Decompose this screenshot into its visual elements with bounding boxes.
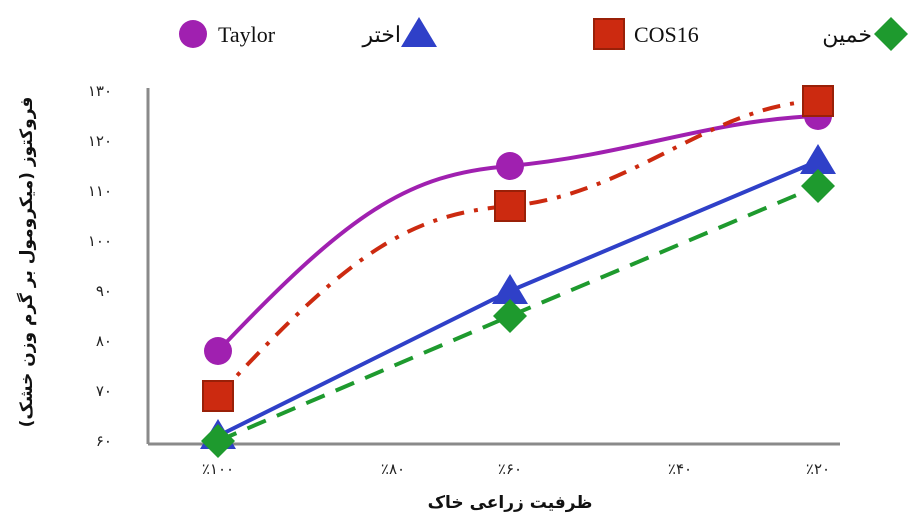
legend-marker: [593, 18, 625, 50]
x-tick-label: ٪۶۰: [498, 460, 522, 478]
legend-marker: [401, 17, 437, 47]
legend: Taylor اختر COS16 خمین: [179, 17, 908, 51]
y-tick-label: ۱۲۰: [88, 132, 112, 150]
x-axis-title: ظرفیت زراعی خاک: [428, 493, 593, 513]
data-point-marker: [802, 85, 834, 117]
y-tick-labels: ۶۰ ۷۰ ۸۰ ۹۰ ۱۰۰ ۱۱۰ ۱۲۰ ۱۳۰: [88, 82, 112, 450]
y-tick-label: ۷۰: [96, 382, 112, 400]
data-point-marker: [202, 380, 234, 412]
legend-label: Taylor: [218, 22, 276, 47]
series-markers: [200, 85, 836, 458]
series-line: [217, 184, 819, 443]
x-tick-label: ٪۴۰: [668, 460, 692, 478]
y-tick-label: ۱۰۰: [88, 232, 112, 250]
y-tick-label: ۸۰: [96, 332, 112, 350]
data-point-marker: [492, 274, 528, 304]
data-point-marker: [493, 299, 527, 333]
data-point-marker: [201, 424, 235, 458]
legend-label: COS16: [634, 22, 699, 47]
series-line: [216, 99, 819, 398]
series-lines: [216, 99, 819, 443]
y-tick-label: ۱۳۰: [88, 82, 112, 100]
y-axis-title: فروکتوز (میکرومول بر گرم وزن خشک): [16, 97, 37, 428]
data-point-marker: [496, 152, 524, 180]
y-tick-label: ۶۰: [96, 432, 112, 450]
data-point-marker: [494, 190, 526, 222]
data-point-marker: [801, 169, 835, 203]
data-point-marker: [800, 144, 836, 174]
x-tick-label: ٪۲۰: [806, 460, 830, 478]
x-tick-label: ٪۸۰: [381, 460, 405, 478]
x-tick-labels: ٪۱۰۰ ٪۸۰ ٪۶۰ ٪۴۰ ٪۲۰: [202, 460, 830, 478]
y-tick-label: ۹۰: [96, 282, 112, 300]
legend-marker: [874, 17, 908, 51]
legend-label: اختر: [362, 22, 402, 48]
y-tick-label: ۱۱۰: [88, 182, 112, 200]
x-tick-label: ٪۱۰۰: [202, 460, 234, 478]
data-point-marker: [204, 337, 232, 365]
legend-label: خمین: [822, 22, 872, 48]
legend-marker: [179, 20, 207, 48]
axes: [146, 88, 840, 446]
